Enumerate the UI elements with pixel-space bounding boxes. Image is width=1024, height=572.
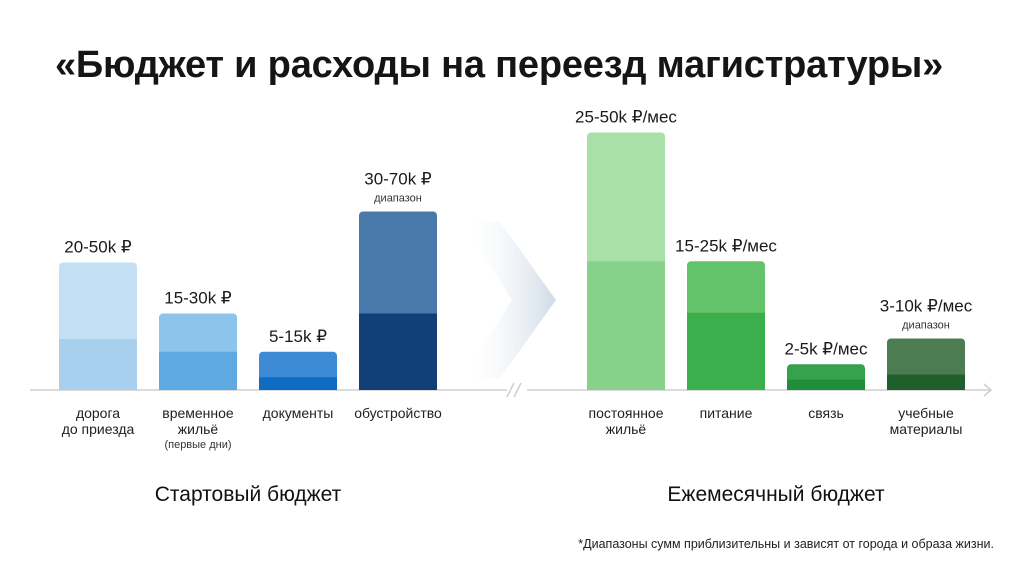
bar-value-label: 3-10k ₽/мес	[880, 297, 973, 316]
bar-value-label: 15-25k ₽/мес	[675, 236, 777, 255]
bar-value-label: 25-50k ₽/мес	[575, 108, 677, 127]
category-label: до приезда	[62, 421, 135, 437]
transition-arrow-icon	[462, 222, 556, 378]
bar-range-min	[787, 379, 865, 390]
category-label: жильё	[606, 421, 647, 437]
bar-value-label: 2-5k ₽/мес	[785, 339, 868, 358]
category-label: учебные	[898, 405, 954, 421]
category-note: (первые дни)	[164, 439, 231, 451]
bar-range-min	[687, 312, 765, 390]
bar-sub-label: диапазон	[902, 320, 950, 332]
category-label: дорога	[76, 405, 120, 421]
category-label: материалы	[890, 421, 963, 437]
footnote: *Диапазоны сумм приблизительны и зависят…	[578, 537, 994, 551]
category-label: питание	[700, 405, 753, 421]
bar-range-min	[59, 339, 137, 390]
bar-range-min	[259, 377, 337, 390]
bar-range-min	[159, 351, 237, 390]
page-title: «Бюджет и расходы на переезд магистратур…	[55, 44, 944, 86]
category-label: временное	[162, 405, 234, 421]
category-label: обустройство	[354, 405, 442, 421]
axis-break-mark	[506, 382, 515, 398]
bar-value-label: 15-30k ₽	[164, 289, 232, 308]
category-label: постоянное	[588, 405, 663, 421]
category-label: документы	[263, 405, 334, 421]
bar-range-min	[359, 313, 437, 390]
bar-sub-label: диапазон	[374, 193, 422, 205]
category-label: жильё	[178, 421, 219, 437]
bar-value-label: 20-50k ₽	[64, 238, 132, 257]
axis-arrowhead	[983, 383, 993, 397]
group-label: Стартовый бюджет	[155, 483, 342, 506]
bar-range-min	[887, 374, 965, 390]
group-label: Ежемесячный бюджет	[667, 483, 885, 506]
category-label: связь	[808, 405, 844, 421]
bar-value-label: 5-15k ₽	[269, 327, 327, 346]
bar-range-min	[587, 261, 665, 390]
axis-break-mark	[513, 382, 522, 398]
bar-value-label: 30-70k ₽	[364, 170, 432, 189]
